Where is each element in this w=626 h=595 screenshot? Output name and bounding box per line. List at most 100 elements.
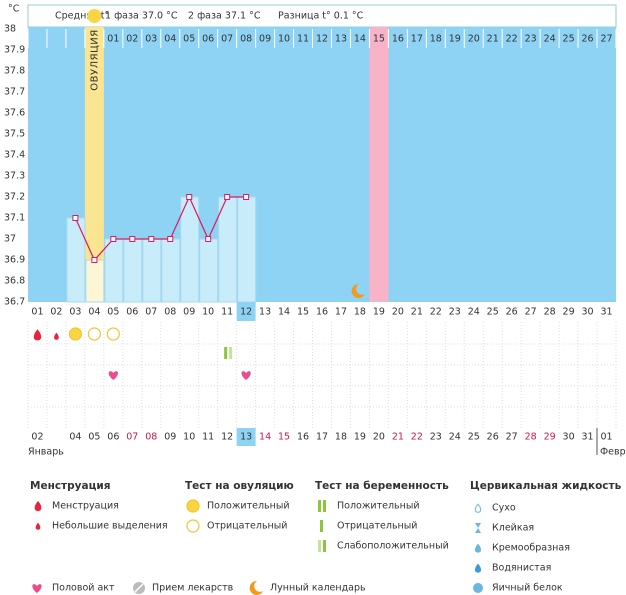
- legend-title: Цервикальная жидкость: [470, 480, 622, 492]
- x-tick-label: 29: [563, 307, 575, 318]
- cycle-day: 27: [600, 34, 612, 45]
- cycle-day: 07: [221, 34, 233, 45]
- x-tick-label: 25: [487, 307, 499, 318]
- legend-item: Яичный белок: [492, 583, 563, 594]
- month-date: 01: [600, 432, 612, 443]
- month-date: 08: [145, 432, 157, 443]
- cycle-day: 13: [335, 34, 347, 45]
- legend-title: Тест на беременность: [315, 480, 449, 492]
- legend-item: Прием лекарств: [152, 583, 234, 594]
- sticky-icon: [475, 523, 481, 533]
- month-date: 29: [544, 432, 556, 443]
- heart-icon: [241, 371, 251, 380]
- drop-icon: [33, 329, 42, 341]
- x-tick-label: 07: [145, 307, 157, 318]
- temp-bar: [142, 238, 162, 303]
- legend-item: Положительный: [337, 501, 420, 512]
- heart-icon: [108, 371, 118, 380]
- moon-icon: [351, 283, 365, 298]
- y-tick-label: 37.6: [4, 108, 25, 119]
- test-bar: [323, 500, 326, 512]
- legend-item: Клейкая: [492, 523, 534, 534]
- y-tick-label: 37.9: [4, 45, 25, 56]
- drop-icon: [474, 563, 482, 573]
- month-date: 23: [430, 432, 442, 443]
- highlight-date: [236, 428, 256, 446]
- y-tick-label: 37.1: [4, 213, 25, 224]
- month-date: 30: [563, 432, 575, 443]
- temp-bar: [104, 238, 124, 303]
- test-circle: [68, 327, 83, 341]
- x-tick-label: 19: [373, 307, 385, 318]
- cycle-day: 11: [297, 34, 309, 45]
- month-date: 06: [107, 432, 119, 443]
- y-tick-label: 37.7: [4, 87, 25, 98]
- y-tick-label: 38: [4, 24, 16, 35]
- y-tick-label: 37.3: [4, 171, 25, 182]
- test-bar: [323, 540, 326, 552]
- highlight-band: [369, 27, 389, 302]
- legend-item: Менструация: [52, 501, 119, 512]
- highlight-date: [236, 302, 256, 321]
- x-tick-label: 06: [126, 307, 138, 318]
- y-tick-label: 36.8: [4, 276, 25, 287]
- month-date: 25: [468, 432, 480, 443]
- legend-item: Слабоположительный: [337, 541, 449, 552]
- legend-item: Кремообразная: [492, 543, 570, 554]
- x-tick-label: 21: [411, 307, 423, 318]
- x-tick-label: 26: [506, 307, 518, 318]
- cycle-day: 03: [145, 34, 157, 45]
- month-date: 22: [411, 432, 423, 443]
- x-tick-label: 12: [240, 307, 252, 318]
- legend-item: Отрицательный: [337, 521, 417, 532]
- month-date: 13: [240, 432, 252, 443]
- cycle-day: 22: [506, 34, 518, 45]
- temp-bar: [237, 196, 257, 303]
- month-date: 20: [373, 432, 385, 443]
- temp-point: [186, 194, 193, 200]
- drop-icon: [474, 503, 482, 513]
- x-tick-label: 30: [582, 307, 594, 318]
- x-tick-label: 24: [468, 307, 480, 318]
- egg-icon: [473, 583, 483, 593]
- drop-icon: [35, 522, 41, 530]
- x-tick-label: 02: [50, 307, 62, 318]
- month-date: 04: [69, 432, 81, 443]
- x-tick-label: 17: [335, 307, 347, 318]
- month-date: 26: [487, 432, 499, 443]
- temp-bar: [66, 217, 86, 303]
- x-tick-label: 04: [88, 307, 100, 318]
- cycle-day: 24: [544, 34, 556, 45]
- legend-item: Половой акт: [52, 583, 115, 594]
- x-tick-label: 22: [430, 307, 442, 318]
- test-circle: [186, 499, 200, 513]
- month-label: Февр: [600, 447, 626, 458]
- legend-item: Положительный: [207, 501, 290, 512]
- month-date: 18: [335, 432, 347, 443]
- cycle-day: 01: [107, 34, 119, 45]
- ovulation-label: ОВУЛЯЦИЯ: [89, 29, 100, 91]
- heart-icon: [32, 584, 42, 593]
- month-date: 28: [525, 432, 537, 443]
- drop-icon: [474, 543, 482, 553]
- test-bar: [318, 500, 321, 512]
- legend-item: Водянистая: [492, 563, 551, 574]
- x-tick-label: 27: [525, 307, 537, 318]
- cycle-day: 08: [240, 34, 252, 45]
- temp-point: [205, 236, 212, 242]
- y-tick-label: 37.2: [4, 192, 25, 203]
- cycle-day: 15: [373, 34, 385, 45]
- y-tick-label: 37.4: [4, 150, 25, 161]
- cycle-day: 17: [411, 34, 423, 45]
- y-tick-label: 37: [4, 234, 16, 245]
- legend-title: Тест на овуляцию: [185, 480, 294, 492]
- test-circle: [87, 327, 101, 341]
- month-date: 12: [221, 432, 233, 443]
- month-date: 27: [506, 432, 518, 443]
- x-tick-label: 03: [69, 307, 81, 318]
- avg-label: Средняя t°: [55, 11, 109, 22]
- temp-bar: [199, 238, 219, 303]
- pill-line: [134, 583, 144, 593]
- diff-label: Разница t° 0.1 °C: [278, 11, 364, 22]
